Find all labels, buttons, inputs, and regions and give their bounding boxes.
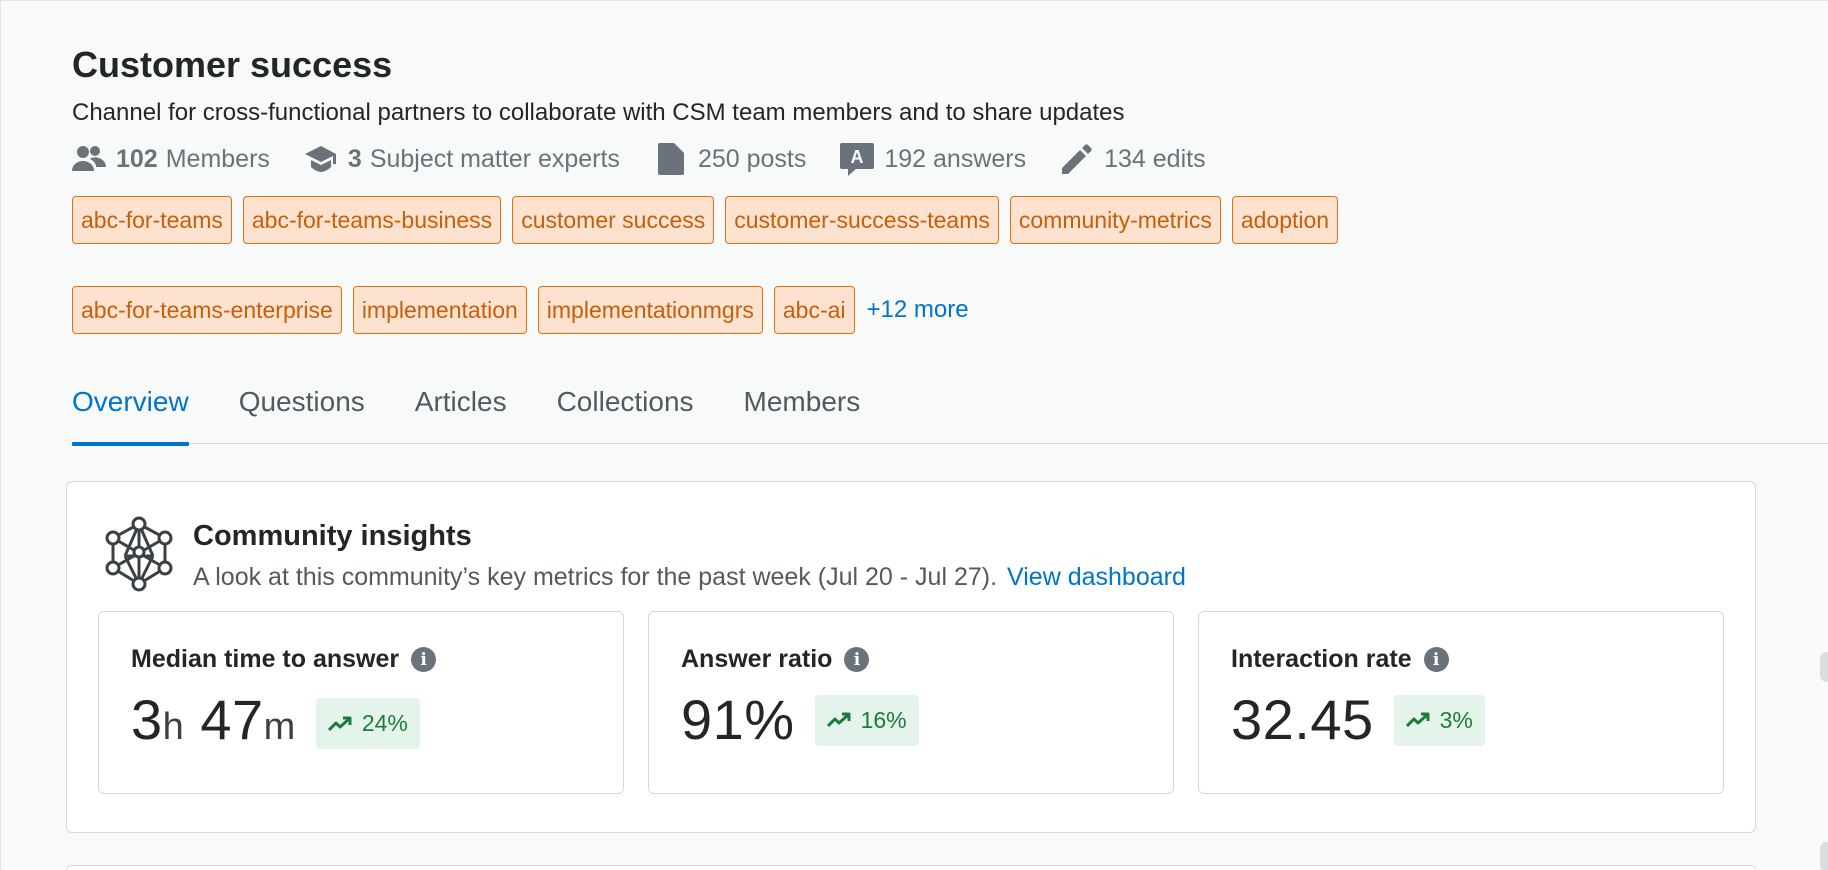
document-icon [654,142,688,176]
tag-list: abc-for-teams abc-for-teams-business cus… [72,196,1522,334]
metric-row: 32.45 3% [1231,690,1723,750]
trend-badge: 3% [1393,694,1485,746]
tag[interactable]: implementation [352,286,527,334]
metric-row: 91% 16% [681,690,1173,750]
metric-card-interaction-rate: Interaction rate i 32.45 3% [1198,611,1724,794]
trending-up-icon [1405,712,1430,728]
metric-row: 3h 47m 24% [131,690,623,757]
trend-badge: 16% [814,694,919,746]
insights-header: Community insights A look at this commun… [103,516,1186,592]
tag[interactable]: customer success [512,196,715,244]
tab-questions[interactable]: Questions [238,386,365,417]
posts-stat[interactable]: 250 posts [654,142,806,176]
info-icon[interactable]: i [1423,647,1449,672]
view-dashboard-link[interactable]: View dashboard [1007,563,1186,591]
tag[interactable]: abc-for-teams-enterprise [72,286,342,334]
trend-badge: 24% [315,698,420,749]
minutes-unit: m [263,706,296,748]
insights-subtitle: A look at this community’s key metrics f… [193,563,1186,592]
tag[interactable]: abc-for-teams [72,196,232,244]
graduation-cap-icon [304,142,338,176]
scrollbar-handle[interactable] [1820,652,1828,682]
metric-label-text: Answer ratio [681,645,833,673]
answers-count: 192 answers [884,144,1027,173]
left-border [0,0,1,870]
trend-value: 24% [361,710,408,736]
trending-up-icon [327,716,352,731]
community-insights-card: Community insights A look at this commun… [66,481,1756,833]
tag[interactable]: community-metrics [1009,196,1221,244]
tab-bar: Overview Questions Articles Collections … [72,380,1828,446]
trend-value: 16% [860,706,907,733]
minutes-value: 47 [200,688,264,751]
metric-value: 91% [681,688,795,751]
metric-label-text: Median time to answer [131,645,400,673]
page-title: Customer success [72,44,393,85]
members-label: Members [165,144,270,173]
top-border [0,0,1828,1]
pencil-icon [1060,142,1094,176]
tag[interactable]: implementationmgrs [537,286,763,334]
tag[interactable]: abc-for-teams-business [242,196,502,244]
metric-label-text: Interaction rate [1231,645,1412,673]
tag[interactable]: adoption [1231,196,1339,244]
network-icon [105,516,173,592]
tag[interactable]: customer-success-teams [725,196,999,244]
hours-unit: h [162,706,185,748]
community-header: Customer success Channel for cross-funct… [72,44,1772,334]
info-icon[interactable]: i [411,647,437,672]
sme-stat[interactable]: 3 Subject matter experts [304,142,620,176]
answers-stat[interactable]: A 192 answers [840,142,1026,176]
metric-value: 32.45 [1231,688,1374,751]
tab-articles[interactable]: Articles [414,386,507,417]
sme-label: Subject matter experts [369,144,620,173]
members-count: 102 [116,144,158,173]
insights-text: Community insights A look at this commun… [193,516,1186,592]
metric-label: Median time to answer i [131,645,623,674]
hours-value: 3 [131,688,163,751]
tab-members[interactable]: Members [743,386,861,417]
metric-card-median-time: Median time to answer i 3h 47m 24% [98,611,624,794]
community-description: Channel for cross-functional partners to… [72,99,1125,126]
metric-card-answer-ratio: Answer ratio i 91% 16% [648,611,1174,794]
metric-label: Answer ratio i [681,645,1173,674]
trending-up-icon [826,712,851,728]
stats-bar: 102 Members 3 Subject matter experts 250… [72,140,1772,178]
svg-text:A: A [851,147,864,167]
metric-value: 3h 47m [131,690,296,757]
scrollbar-handle[interactable] [1820,842,1828,870]
metric-label: Interaction rate i [1231,645,1723,674]
members-stat[interactable]: 102 Members [72,142,270,176]
tab-collections[interactable]: Collections [556,386,694,417]
next-card-edge [66,865,1756,870]
posts-count: 250 posts [697,144,807,173]
tag[interactable]: abc-ai [773,286,855,334]
answer-icon: A [840,142,875,176]
people-icon [72,142,106,176]
insights-period-text: A look at this community’s key metrics f… [193,563,998,591]
sme-count: 3 [347,144,362,173]
insights-title: Community insights [193,520,472,552]
tab-overview[interactable]: Overview [72,380,189,446]
info-icon[interactable]: i [844,647,870,672]
edits-stat[interactable]: 134 edits [1060,142,1206,176]
trend-value: 3% [1439,706,1473,733]
more-tags-link[interactable]: +12 more [866,296,969,323]
edits-count: 134 edits [1104,144,1206,173]
